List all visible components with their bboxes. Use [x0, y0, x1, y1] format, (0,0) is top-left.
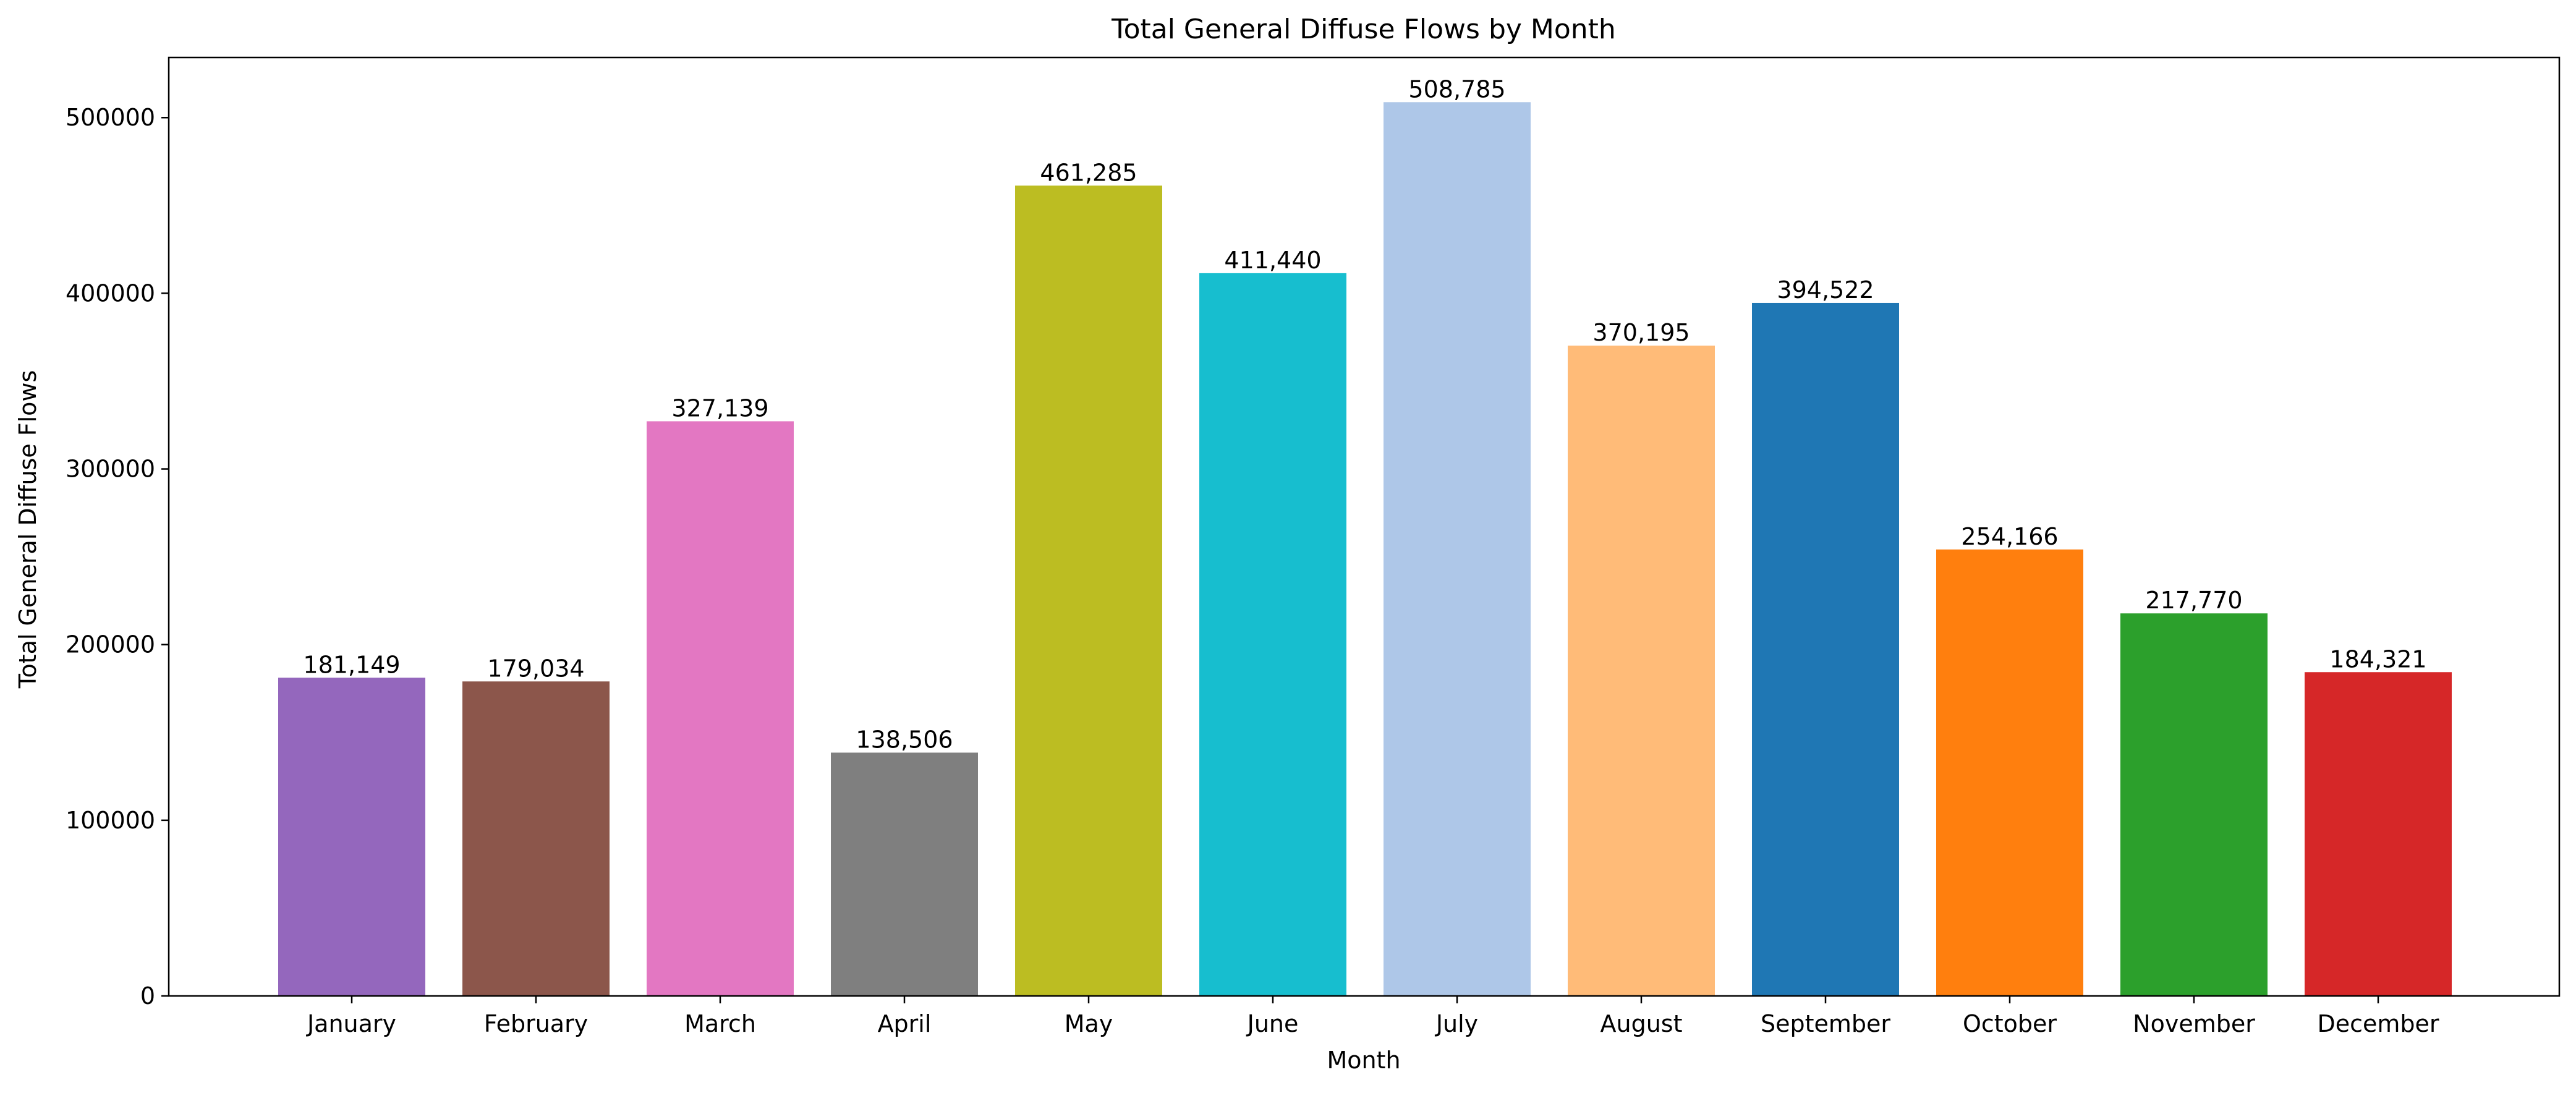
y-axis-label: Total General Diffuse Flows: [14, 370, 41, 689]
bar: [462, 681, 610, 996]
y-tick-label: 500000: [66, 104, 155, 131]
x-tick-label: May: [1065, 1010, 1113, 1037]
x-ticks-group: January February March April May June July Augu…: [306, 996, 2439, 1037]
x-tick-label: November: [2133, 1010, 2255, 1037]
bar: [1752, 302, 1899, 997]
bar: [1568, 346, 1715, 997]
bar: [831, 752, 978, 996]
bar-value-label: 411,440: [1224, 247, 1321, 274]
y-tick-label: 400000: [66, 279, 155, 307]
x-tick-label: March: [684, 1010, 756, 1037]
y-tick-label: 300000: [66, 456, 155, 483]
bar-value-label: 184,321: [2329, 645, 2426, 673]
x-tick-label: July: [1435, 1010, 1478, 1037]
bar-value-label: 254,166: [1961, 523, 2058, 550]
bar: [1199, 273, 1346, 996]
bar: [2120, 613, 2268, 996]
x-axis-label: Month: [1327, 1047, 1400, 1074]
bar-value-label: 181,149: [303, 651, 400, 678]
x-tick-label: April: [878, 1010, 932, 1037]
bar: [278, 678, 425, 996]
x-tick-label: December: [2317, 1010, 2439, 1037]
y-tick-label: 200000: [66, 631, 155, 658]
x-tick-label: February: [484, 1010, 588, 1037]
bar: [1384, 102, 1531, 996]
x-tick-label: September: [1761, 1010, 1890, 1037]
bar-value-label: 217,770: [2145, 587, 2242, 614]
bar-value-label: 327,139: [671, 394, 768, 422]
y-tick-label: 100000: [66, 807, 155, 834]
plot-frame: [168, 56, 2561, 997]
x-tick-label: October: [1963, 1010, 2057, 1037]
bar-value-label: 370,195: [1592, 319, 1690, 346]
bar: [1015, 185, 1162, 997]
y-tick-label: 0: [140, 982, 155, 1010]
bar: [1936, 549, 2083, 996]
bar-value-label: 179,034: [487, 655, 584, 682]
chart-title: Total General Diffuse Flows by Month: [1111, 14, 1616, 45]
x-tick-label: June: [1246, 1010, 1299, 1037]
bar: [647, 421, 794, 996]
x-tick-label: August: [1600, 1010, 1683, 1037]
bar: [2305, 672, 2452, 996]
bar-value-label: 138,506: [856, 726, 953, 753]
bar-value-label: 508,785: [1408, 75, 1505, 103]
bars-group: 181,149 179,034 327,139 138,506 461,285 411,4…: [278, 75, 2452, 997]
bar-value-label: 461,285: [1040, 159, 1137, 186]
bar-value-label: 394,522: [1777, 276, 1874, 304]
y-ticks-group: 0 100000 200000 300000 400000 500000: [66, 104, 169, 1010]
x-tick-label: January: [306, 1010, 396, 1037]
